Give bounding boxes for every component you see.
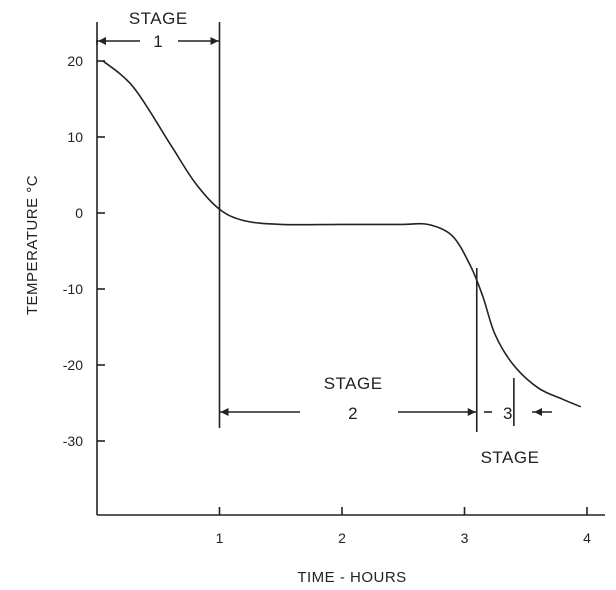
y-axis-label: TEMPERATURE °C — [24, 175, 41, 315]
stage-2-label-number: 2 — [348, 404, 358, 423]
stage-2-arrow — [219, 408, 477, 416]
stage-1-label-number: 1 — [153, 32, 163, 51]
stage-3-label-number: 3 — [503, 404, 513, 423]
y-ticks: 20 10 0 -10 -20 -30 — [63, 53, 105, 449]
x-ticks: 1 2 3 4 — [216, 507, 591, 546]
y-tick-label: -30 — [63, 433, 83, 449]
x-tick-label: 3 — [461, 530, 469, 546]
stage-1-arrow — [97, 37, 220, 45]
arrowhead — [220, 408, 229, 416]
stage-1-label-word: STAGE — [129, 9, 188, 28]
arrowhead — [210, 37, 219, 45]
y-tick-label: 0 — [75, 205, 83, 221]
arrowhead — [98, 37, 106, 45]
x-tick-label: 1 — [216, 530, 224, 546]
y-tick-label: -10 — [63, 281, 83, 297]
x-axis-label: TIME - HOURS — [297, 569, 406, 586]
y-tick-label: -20 — [63, 357, 83, 373]
temperature-curve — [102, 60, 582, 408]
x-tick-label: 2 — [338, 530, 346, 546]
stage-2-label-word: STAGE — [324, 374, 383, 393]
stage-annotations: STAGE 1 STAGE 2 3 STAGE — [96, 9, 552, 467]
arrowhead — [467, 408, 476, 416]
stage-3-arrow — [484, 408, 552, 416]
y-tick-label: 20 — [67, 53, 83, 69]
arrowhead — [534, 408, 542, 416]
stage-3-label-word: STAGE — [481, 448, 540, 467]
x-tick-label: 4 — [583, 530, 591, 546]
y-tick-label: 10 — [67, 129, 83, 145]
